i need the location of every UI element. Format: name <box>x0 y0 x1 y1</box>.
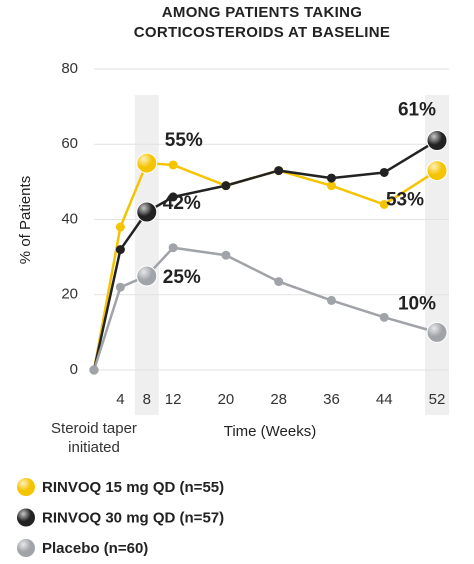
data-point <box>326 295 336 305</box>
value-label: 61% <box>398 100 436 121</box>
data-point <box>379 199 389 209</box>
x-origin-label-box: Steroid taper initiated <box>51 420 137 456</box>
data-point <box>221 250 231 260</box>
data-point <box>326 173 336 183</box>
data-point <box>168 192 178 202</box>
x-tick-label: 4 <box>116 391 124 408</box>
value-label: 53% <box>386 190 424 211</box>
legend-label: Placebo (n=60) <box>42 540 148 557</box>
legend-shine <box>17 478 35 496</box>
data-point <box>89 365 99 375</box>
chart-subtitle: CORTICOSTEROIDS AT BASELINE <box>134 24 390 41</box>
point-shine <box>427 130 447 151</box>
data-point <box>115 222 125 232</box>
x-tick-label: 44 <box>376 391 393 408</box>
x-tick-label: 52 <box>429 391 446 408</box>
legend-label: RINVOQ 15 mg QD (n=55) <box>42 479 224 496</box>
y-tick-label: 40 <box>61 210 78 227</box>
data-point <box>115 282 125 292</box>
y-tick-label: 80 <box>61 60 78 77</box>
y-axis-label: % of Patients <box>17 176 34 264</box>
data-point <box>379 312 389 322</box>
data-point <box>115 245 125 255</box>
y-tick-label: 0 <box>70 361 78 378</box>
value-label: 10% <box>398 293 436 314</box>
point-shine <box>427 322 447 343</box>
x-axis-label: Time (Weeks) <box>224 423 317 440</box>
x-tick-label: 28 <box>270 391 287 408</box>
data-point <box>274 277 284 287</box>
value-label: 25% <box>163 267 201 288</box>
data-point <box>379 167 389 177</box>
legend-label: RINVOQ 30 mg QD (n=57) <box>42 509 224 526</box>
data-point <box>326 181 336 191</box>
x-tick-label: 8 <box>143 391 151 408</box>
x-tick-label: 12 <box>165 391 182 408</box>
chart-title: AMONG PATIENTS TAKING <box>162 4 362 21</box>
point-shine <box>427 160 447 181</box>
value-label: 42% <box>163 193 201 214</box>
data-point <box>274 166 284 176</box>
data-point <box>221 181 231 191</box>
x-tick-label: 20 <box>218 391 235 408</box>
point-shine <box>136 153 157 174</box>
legend-shine <box>17 508 35 527</box>
highlight-band <box>134 95 159 415</box>
x-tick-label: 36 <box>323 391 340 408</box>
point-shine <box>136 201 157 222</box>
y-tick-label: 20 <box>61 286 78 303</box>
point-shine <box>136 265 157 286</box>
y-tick-label: 60 <box>61 135 78 152</box>
x-tick-label: Steroid taper initiated <box>51 420 137 456</box>
value-label: 55% <box>165 130 203 151</box>
legend-shine <box>17 539 35 557</box>
data-point <box>168 243 178 253</box>
data-point <box>168 160 178 170</box>
